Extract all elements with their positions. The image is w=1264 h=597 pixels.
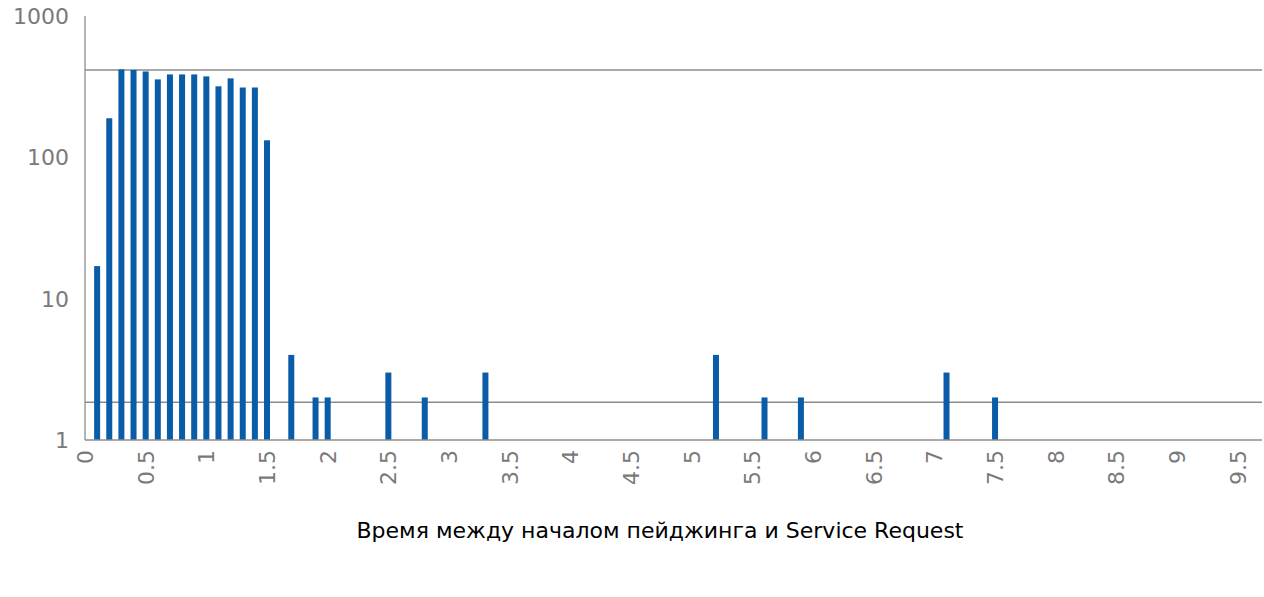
bar	[482, 373, 488, 440]
bar	[992, 397, 998, 440]
x-tick-label: 6	[801, 450, 826, 464]
y-tick-label: 1000	[13, 4, 69, 29]
x-tick-label: 5	[680, 450, 705, 464]
reference-line	[85, 69, 1262, 70]
y-tick-label: 100	[27, 145, 69, 170]
bar	[106, 118, 112, 440]
x-tick-label: 2.5	[376, 450, 401, 485]
x-tick-label: 9.5	[1226, 450, 1251, 485]
x-axis	[85, 439, 1262, 440]
x-tick-label: 8	[1044, 450, 1069, 464]
x-tick-label: 8.5	[1104, 450, 1129, 485]
bar	[203, 76, 209, 440]
bar	[94, 266, 100, 440]
x-tick-label: 7.5	[983, 450, 1008, 485]
x-tick-label: 1	[194, 450, 219, 464]
bar	[143, 71, 149, 440]
bar	[313, 397, 319, 440]
y-tick-label: 10	[41, 287, 69, 312]
bar	[713, 355, 719, 440]
x-tick-label: 2	[316, 450, 341, 464]
bar	[252, 87, 258, 440]
bar	[179, 74, 185, 440]
bar	[385, 373, 391, 440]
x-tick-label: 3.5	[498, 450, 523, 485]
bars	[94, 69, 998, 440]
x-tick-label: 9	[1165, 450, 1190, 464]
x-tick-label: 0.5	[134, 450, 159, 485]
x-tick-label: 5.5	[740, 450, 765, 485]
x-tick-label: 4	[558, 450, 583, 464]
bar	[228, 78, 234, 440]
bar	[325, 397, 331, 440]
bar	[798, 397, 804, 440]
x-tick-label: 7	[922, 450, 947, 464]
bar	[288, 355, 294, 440]
bar	[191, 74, 197, 440]
x-tick-label: 1.5	[255, 450, 280, 485]
bar	[762, 397, 768, 440]
bar	[131, 70, 137, 440]
bar	[215, 86, 221, 440]
bar	[118, 69, 124, 440]
x-axis-label: Время между началом пейджинга и Service …	[357, 518, 964, 543]
x-tick-label: 4.5	[619, 450, 644, 485]
bar	[155, 79, 161, 440]
x-tick-label: 3	[437, 450, 462, 464]
bar	[264, 140, 270, 440]
reference-line	[85, 402, 1262, 403]
bar	[240, 87, 246, 440]
x-tick-label: 0	[73, 450, 98, 464]
chart: 1 10 100 1000 0 0.5 1 1.5 2 2.5 3 3.5 4 4.5 5 5.5 6 6.5 7 7…	[0, 0, 1264, 597]
bar	[422, 397, 428, 440]
y-axis	[84, 16, 85, 440]
bar	[944, 373, 950, 440]
bar	[167, 74, 173, 440]
y-tick-label: 1	[55, 428, 69, 453]
x-tick-label: 6.5	[862, 450, 887, 485]
